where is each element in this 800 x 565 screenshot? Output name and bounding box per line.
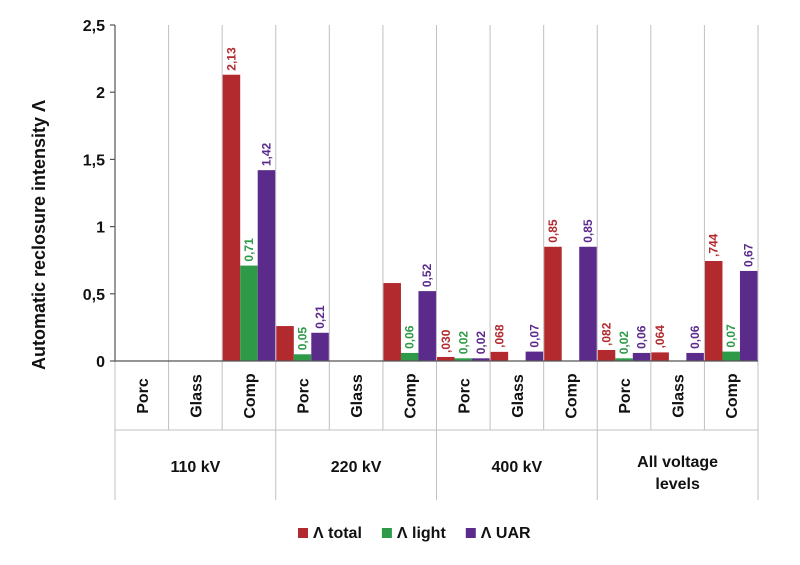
bar-uar (311, 332, 329, 361)
data-label: 0,67 (742, 243, 756, 267)
bar-uar (579, 246, 597, 361)
bar-total (437, 356, 455, 361)
data-label: 0,05 (296, 327, 310, 351)
data-label: 1,42 (259, 142, 273, 166)
category-label: Porc (617, 378, 634, 414)
plot-grid (114, 25, 759, 500)
category-label: Comp (403, 373, 420, 419)
category-label: Porc (456, 378, 473, 414)
category-label: Comp (724, 373, 741, 419)
group-label: All voltage levels (637, 454, 718, 493)
bar-total (704, 261, 723, 361)
data-label: 0,07 (527, 324, 541, 348)
data-label: ,030 (439, 329, 453, 353)
legend-label: Λ light (397, 525, 447, 542)
data-label: ,068 (492, 324, 506, 348)
category-label: Porc (296, 378, 313, 414)
bar-total (651, 352, 669, 361)
category-label: Comp (563, 373, 580, 419)
legend-swatch (298, 528, 308, 538)
bar-total (276, 326, 294, 361)
y-tick-label: 2 (96, 85, 105, 102)
category-label: Porc (135, 378, 152, 414)
bar-uar (632, 352, 651, 361)
group-label-line: All voltage (637, 454, 718, 471)
data-label: 0,71 (242, 238, 256, 262)
bar-total (383, 283, 401, 361)
category-label: Glass (510, 374, 527, 418)
category-label: Glass (188, 374, 205, 418)
data-label: 2,13 (224, 47, 238, 71)
y-tick-label: 1 (96, 220, 105, 237)
y-tick-label: 2,5 (83, 18, 105, 35)
bar-total (222, 74, 241, 361)
data-label: 0,07 (724, 324, 738, 348)
bar-light (454, 358, 473, 361)
group-label: 220 kV (331, 459, 382, 476)
x-axis: Porc Glass Comp 110 kV Porc Glass Comp 220 kV Po… (135, 373, 741, 493)
y-axis-title: Automatic reclosure intensity Λ (29, 100, 49, 370)
group-label: 110 kV (170, 459, 220, 476)
data-label: 0,85 (546, 219, 560, 243)
legend-label: Λ total (313, 525, 362, 542)
legend-swatch (465, 528, 476, 538)
data-labels: 2,130,711,420,050,210,060,52,030 0,02 0,02… (224, 47, 755, 354)
bar-uar (418, 291, 436, 361)
category-label: Glass (349, 374, 366, 418)
data-label: 0,06 (403, 325, 417, 349)
data-label: 0,21 (313, 305, 327, 329)
y-tick-label: 0 (96, 354, 105, 371)
data-label: 0,02 (617, 331, 631, 355)
group-label: 400 kV (492, 459, 543, 476)
bar-uar (739, 270, 758, 361)
bar-light (240, 265, 258, 361)
data-label: ,064 (653, 325, 667, 349)
bar-uar (472, 358, 490, 361)
bar-light (293, 354, 312, 361)
bar-total (544, 246, 562, 361)
bar-total (597, 349, 616, 361)
bar-light (400, 352, 419, 361)
data-label: 0,02 (474, 331, 488, 355)
bar-light (722, 351, 740, 361)
group-label-line: levels (655, 476, 700, 493)
bar-uar (257, 170, 276, 361)
legend: Λ total Λ light Λ UAR (298, 525, 531, 542)
bar-uar (686, 352, 704, 361)
legend-label: Λ UAR (481, 525, 531, 542)
data-label: 0,85 (581, 219, 595, 243)
y-tick-label: 0,5 (83, 287, 105, 304)
data-label: 0,06 (688, 325, 702, 349)
data-label: ,082 (600, 322, 614, 346)
data-label: 0,52 (420, 263, 434, 287)
bar-uar (525, 351, 544, 361)
legend-swatch (381, 528, 392, 538)
y-axis: 0 0,5 1 1,5 2 2,5 (83, 18, 758, 371)
bars (222, 74, 758, 361)
data-label: 0,06 (635, 325, 649, 349)
data-label: ,744 (707, 233, 721, 257)
bar-total (490, 351, 509, 361)
data-label: 0,02 (456, 331, 470, 355)
category-label: Comp (242, 373, 259, 419)
category-label: Glass (671, 374, 688, 418)
y-tick-label: 1,5 (83, 152, 105, 169)
bar-light (615, 358, 633, 361)
